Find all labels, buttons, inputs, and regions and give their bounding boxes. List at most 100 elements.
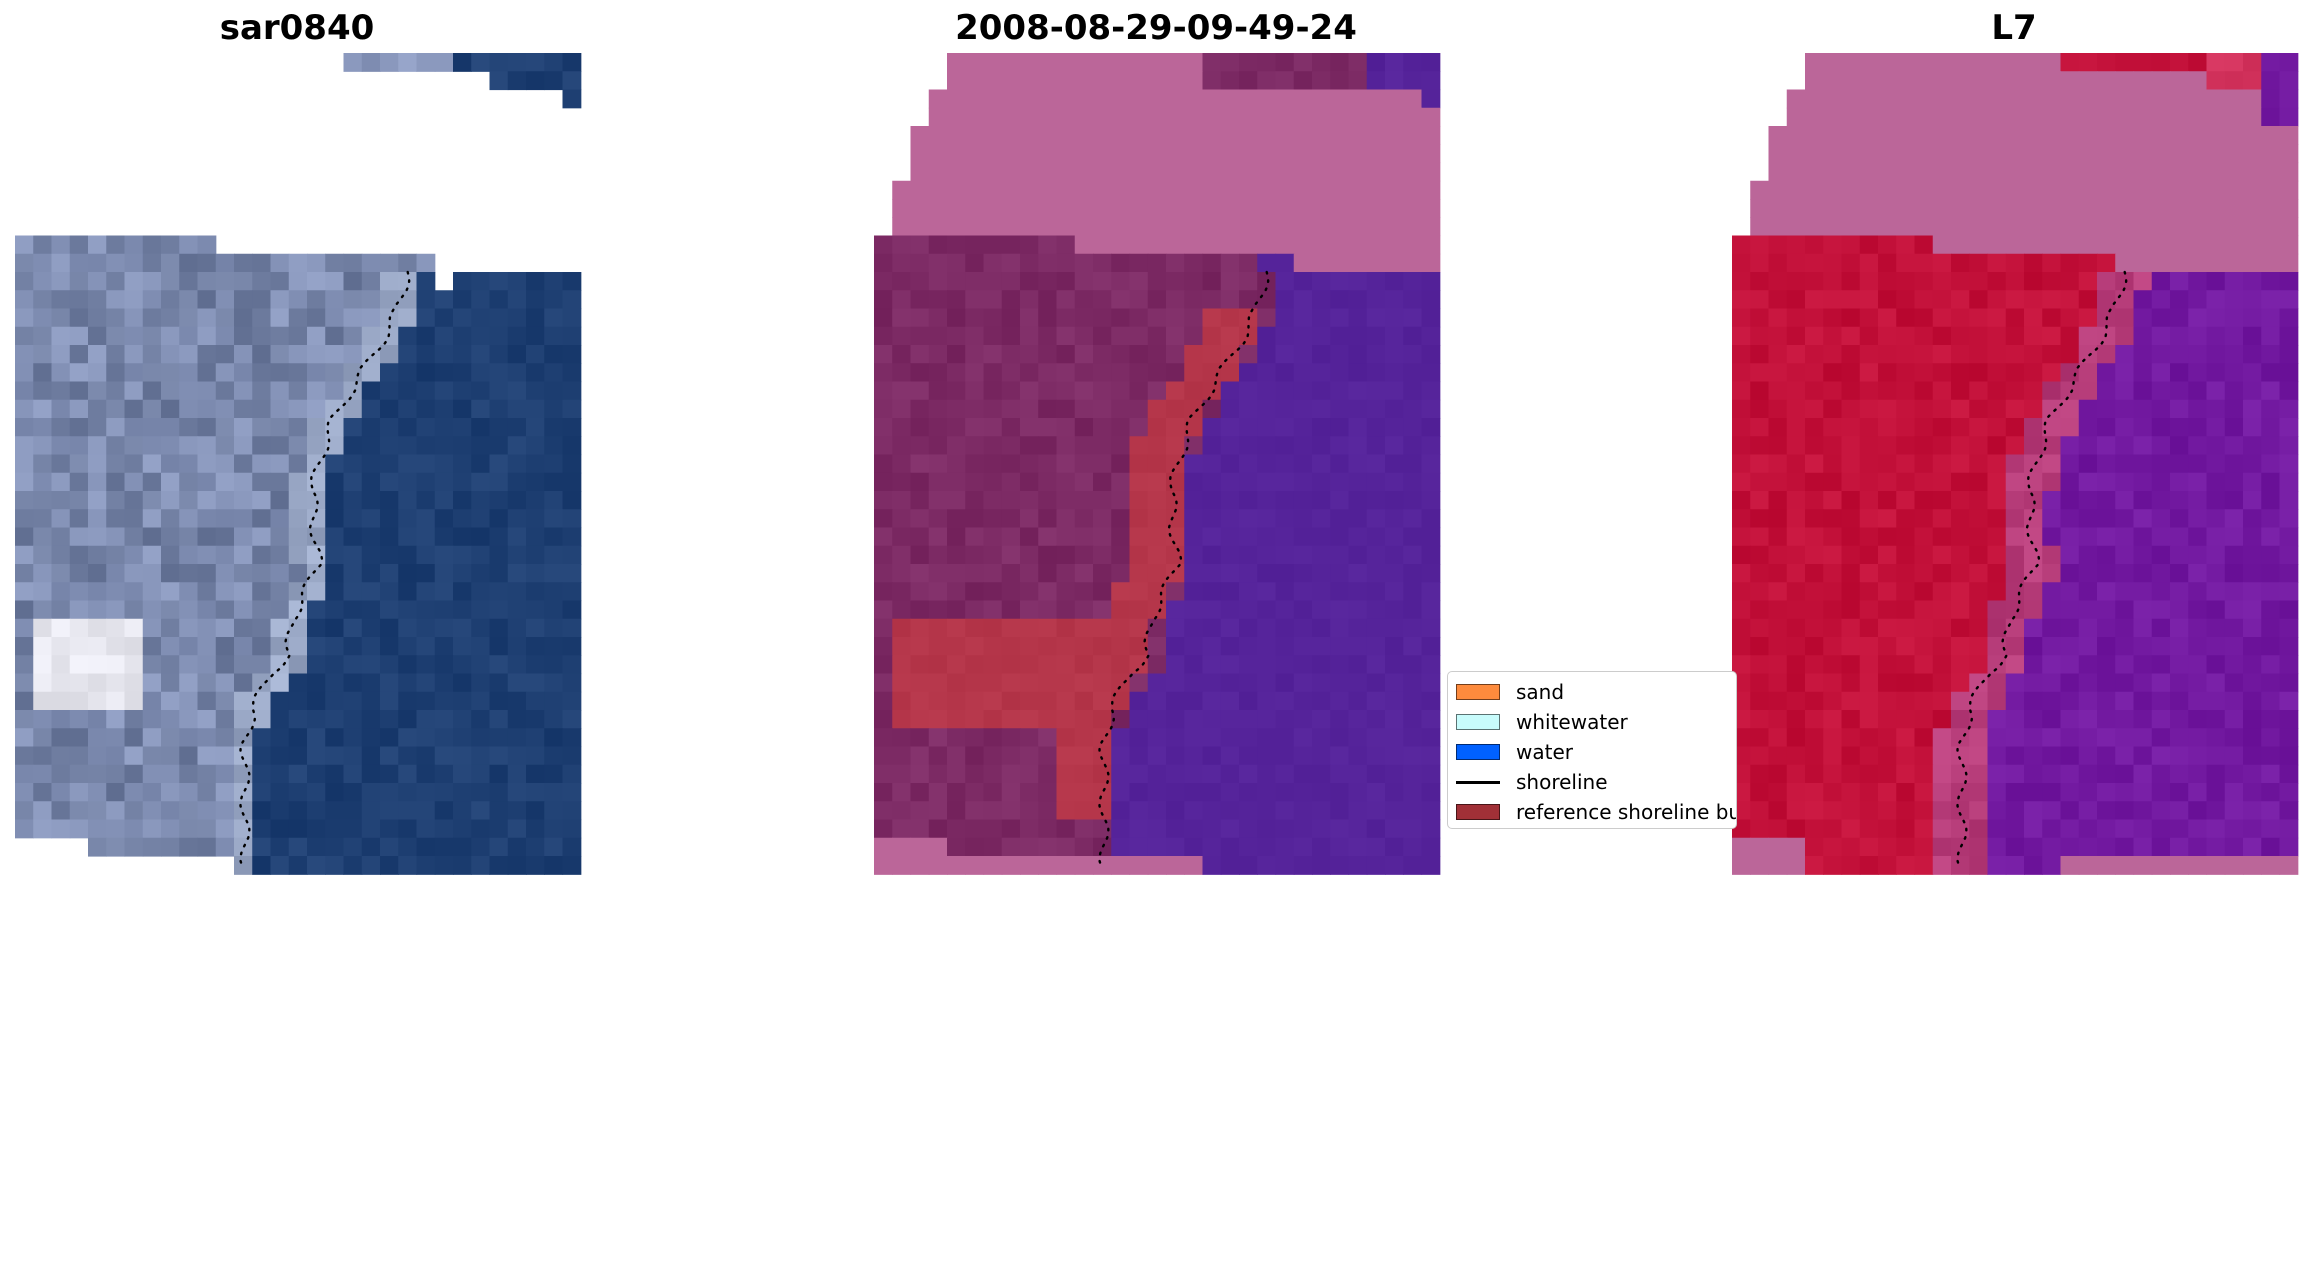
rgb-pixel: [544, 655, 564, 675]
rgb-pixel: [69, 363, 89, 383]
index-pixel: [1732, 637, 1751, 656]
rgb-pixel: [507, 764, 527, 784]
class-pixel: [1020, 144, 1039, 164]
rgb-pixel: [197, 454, 217, 474]
index-pixel: [2188, 217, 2208, 237]
class-pixel: [1093, 71, 1112, 91]
index-pixel: [1750, 363, 1770, 383]
class-pixel: [1366, 217, 1386, 237]
class-pixel: [1421, 746, 1441, 766]
index-pixel: [1951, 491, 1970, 510]
rgb-pixel: [33, 545, 53, 565]
class-pixel: [1348, 637, 1368, 656]
class-pixel: [1129, 545, 1149, 565]
class-pixel: [1257, 783, 1277, 802]
index-pixel: [1786, 618, 1806, 638]
class-pixel: [1366, 564, 1386, 583]
rgb-pixel: [106, 600, 126, 620]
class-pixel: [947, 363, 966, 383]
class-pixel: [1275, 363, 1295, 383]
index-pixel: [2151, 71, 2171, 91]
rgb-pixel: [507, 381, 527, 401]
class-pixel: [1348, 436, 1368, 456]
index-pixel: [1932, 180, 1952, 200]
rgb-pixel: [88, 691, 107, 711]
class-pixel: [1184, 655, 1204, 675]
class-pixel: [1220, 837, 1240, 857]
class-pixel: [1275, 582, 1295, 602]
rgb-pixel: [252, 253, 272, 273]
index-pixel: [1951, 600, 1970, 620]
rgb-pixel: [434, 618, 454, 638]
rgb-pixel: [526, 381, 545, 401]
index-pixel: [2206, 454, 2226, 474]
index-pixel: [1805, 691, 1824, 711]
class-pixel: [1038, 491, 1058, 510]
index-pixel: [2133, 710, 2153, 729]
rgb-pixel: [361, 509, 381, 529]
rgb-pixel: [453, 345, 472, 364]
class-pixel: [1056, 180, 1076, 200]
class-pixel: [1293, 527, 1313, 547]
index-pixel: [1805, 454, 1824, 474]
rgb-pixel: [526, 53, 545, 72]
class-pixel: [1403, 326, 1423, 346]
class-pixel: [910, 418, 930, 437]
rgb-pixel: [325, 326, 345, 346]
rgb-pixel: [33, 345, 53, 364]
rgb-pixel: [343, 308, 363, 328]
class-pixel: [1202, 710, 1222, 729]
class-pixel: [1202, 856, 1222, 875]
class-pixel: [1093, 53, 1112, 72]
index-pixel: [2060, 491, 2080, 510]
index-pixel: [2188, 126, 2208, 145]
class-pixel: [1385, 162, 1404, 182]
class-pixel: [1166, 162, 1185, 182]
class-pixel: [1074, 290, 1094, 310]
class-pixel: [1275, 491, 1295, 510]
class-pixel: [892, 545, 912, 565]
rgb-pixel: [453, 527, 472, 547]
index-pixel: [1878, 783, 1897, 802]
index-pixel: [2151, 801, 2171, 821]
index-pixel: [1878, 253, 1897, 273]
index-pixel: [1878, 637, 1897, 656]
class-pixel: [874, 801, 893, 821]
rgb-pixel: [69, 399, 89, 419]
class-pixel: [965, 491, 985, 510]
class-pixel: [1385, 363, 1404, 383]
index-pixel: [2224, 290, 2244, 310]
index-pixel: [2224, 746, 2244, 766]
class-pixel: [1001, 217, 1021, 237]
rgb-pixel: [88, 728, 107, 748]
class-pixel: [1403, 472, 1423, 492]
index-pixel: [2170, 381, 2189, 401]
class-pixel: [1111, 107, 1131, 127]
class-pixel: [983, 600, 1003, 620]
class-pixel: [1421, 418, 1441, 437]
index-pixel: [2188, 783, 2208, 802]
class-pixel: [1184, 527, 1204, 547]
panel-title-classified: 2008-08-29-09-49-24: [955, 8, 1357, 48]
rgb-pixel: [434, 308, 454, 328]
rgb-pixel: [252, 655, 272, 675]
index-pixel: [2261, 199, 2281, 218]
rgb-pixel: [288, 253, 308, 273]
class-pixel: [1038, 89, 1058, 109]
index-pixel: [2060, 801, 2080, 821]
rgb-pixel: [142, 764, 162, 784]
class-pixel: [1220, 326, 1240, 346]
rgb-pixel: [526, 728, 545, 748]
rgb-pixel: [142, 272, 162, 291]
index-pixel: [1805, 162, 1824, 182]
rgb-pixel: [343, 290, 363, 310]
class-pixel: [1093, 345, 1112, 364]
class-pixel: [1038, 418, 1058, 437]
class-pixel: [1166, 527, 1185, 547]
index-pixel: [2188, 144, 2208, 164]
index-pixel: [1859, 107, 1879, 127]
class-pixel: [928, 381, 948, 401]
class-pixel: [1147, 600, 1167, 620]
rgb-pixel: [343, 53, 363, 72]
index-pixel: [1951, 363, 1970, 383]
